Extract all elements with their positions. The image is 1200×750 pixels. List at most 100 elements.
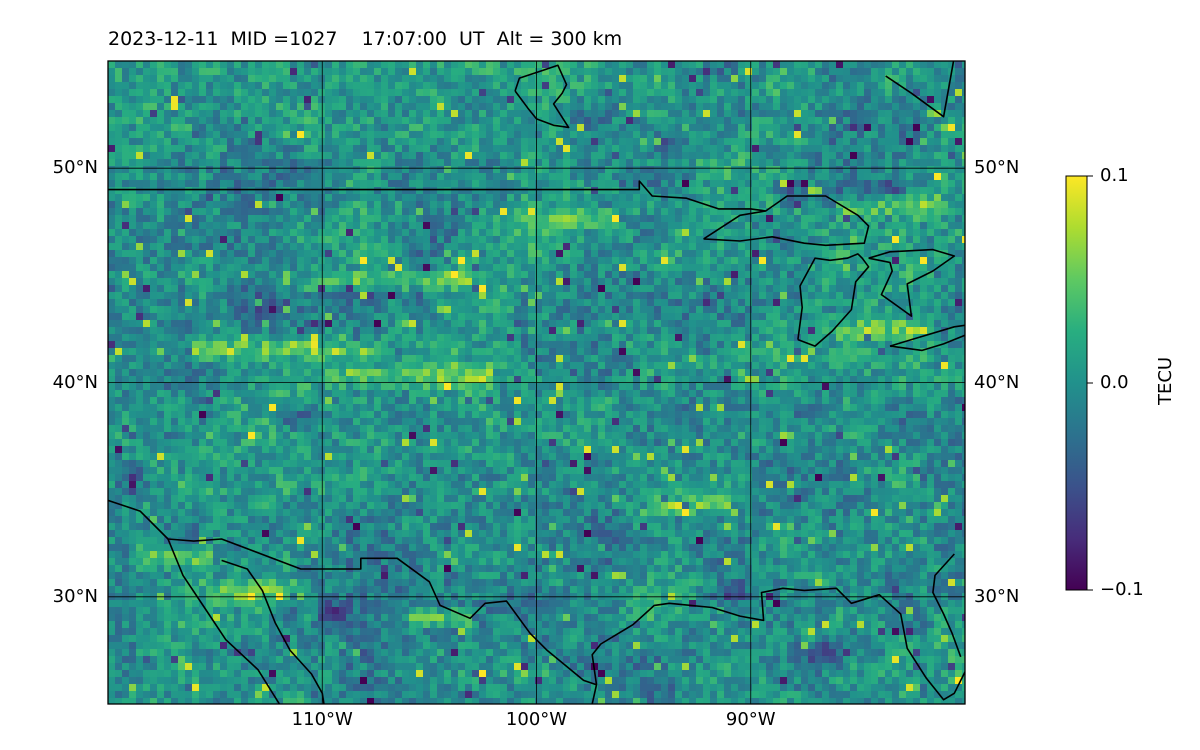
tec-cell	[381, 124, 389, 132]
tec-cell	[437, 306, 445, 314]
tec-cell	[290, 145, 298, 153]
tec-cell	[115, 257, 123, 265]
tec-cell	[360, 173, 368, 181]
tec-cell	[318, 110, 326, 118]
tec-cell	[115, 68, 123, 76]
tec-cell	[269, 61, 277, 69]
tec-cell	[213, 236, 221, 244]
tec-cell	[892, 299, 900, 307]
tec-cell	[129, 222, 137, 230]
tec-cell	[962, 292, 965, 300]
tec-cell	[157, 61, 165, 69]
tec-cell	[689, 173, 697, 181]
tec-cell	[815, 145, 823, 153]
tec-cell	[185, 131, 193, 139]
tec-cell	[801, 327, 809, 335]
tec-cell	[682, 257, 690, 265]
tec-cell	[213, 117, 221, 125]
tec-cell	[241, 180, 249, 188]
tec-cell	[213, 313, 221, 321]
tec-cell	[346, 313, 354, 321]
tec-cell	[941, 278, 949, 286]
tec-cell	[584, 180, 592, 188]
tec-cell	[290, 320, 298, 328]
tec-cell	[122, 334, 130, 342]
tec-cell	[577, 306, 585, 314]
tec-cell	[514, 313, 522, 321]
tec-cell	[808, 334, 816, 342]
tec-cell	[402, 285, 410, 293]
tec-cell	[332, 159, 340, 167]
tec-cell	[479, 278, 487, 286]
tec-cell	[437, 159, 445, 167]
tec-cell	[612, 173, 620, 181]
tec-cell	[612, 257, 620, 265]
tec-cell	[304, 299, 312, 307]
tec-cell	[199, 173, 207, 181]
tec-cell	[241, 201, 249, 209]
tec-cell	[199, 61, 207, 69]
tec-cell	[122, 194, 130, 202]
tec-cell	[213, 257, 221, 265]
tec-cell	[913, 103, 921, 111]
tec-cell	[311, 278, 319, 286]
tec-cell	[311, 222, 319, 230]
tec-cell	[934, 89, 942, 97]
tec-cell	[206, 271, 214, 279]
tec-cell	[136, 264, 144, 272]
tec-cell	[353, 229, 361, 237]
tec-cell	[892, 159, 900, 167]
tec-cell	[885, 173, 893, 181]
tec-cell	[633, 75, 641, 83]
tec-cell	[304, 103, 312, 111]
tec-cell	[500, 82, 508, 90]
tec-cell	[626, 89, 634, 97]
tec-cell	[556, 257, 564, 265]
tec-cell	[192, 299, 200, 307]
tec-cell	[717, 110, 725, 118]
tec-cell	[535, 341, 543, 349]
tec-cell	[248, 187, 256, 195]
tec-cell	[689, 215, 697, 223]
tec-cell	[500, 61, 508, 69]
tec-cell	[444, 110, 452, 118]
tec-cell	[493, 201, 501, 209]
tec-cell	[381, 327, 389, 335]
tec-cell	[598, 110, 606, 118]
tec-cell	[906, 285, 914, 293]
tec-cell	[206, 243, 214, 251]
tec-cell	[605, 243, 613, 251]
tec-cell	[500, 138, 508, 146]
tec-cell	[696, 334, 704, 342]
tec-cell	[451, 152, 459, 160]
tec-cell	[927, 61, 935, 69]
tec-cell	[143, 173, 151, 181]
tec-cell	[325, 75, 333, 83]
tec-cell	[255, 159, 263, 167]
tec-cell	[206, 152, 214, 160]
tec-cell	[899, 222, 907, 230]
tec-cell	[850, 229, 858, 237]
tec-cell	[843, 334, 851, 342]
tec-cell	[766, 250, 774, 258]
tec-cell	[570, 285, 578, 293]
tec-cell	[395, 75, 403, 83]
tec-cell	[402, 278, 410, 286]
tec-cell	[647, 229, 655, 237]
tec-cell	[682, 180, 690, 188]
tec-cell	[199, 278, 207, 286]
tec-cell	[178, 229, 186, 237]
tec-cell	[479, 327, 487, 335]
tec-cell	[220, 229, 228, 237]
tec-cell	[325, 180, 333, 188]
tec-cell	[381, 264, 389, 272]
tec-cell	[143, 341, 151, 349]
tec-cell	[794, 299, 802, 307]
tec-cell	[850, 215, 858, 223]
tec-cell	[570, 110, 578, 118]
tec-cell	[374, 180, 382, 188]
tec-cell	[115, 110, 123, 118]
tec-cell	[353, 306, 361, 314]
tec-cell	[325, 313, 333, 321]
tec-cell	[276, 61, 284, 69]
